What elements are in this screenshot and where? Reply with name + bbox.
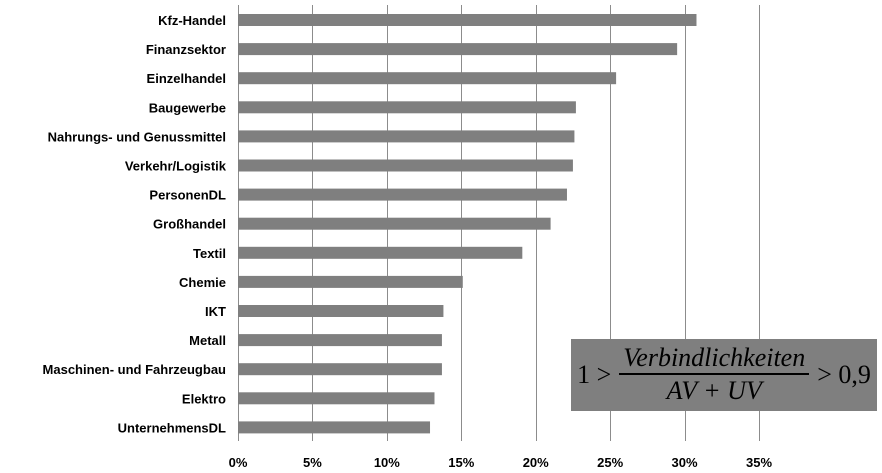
category-label: PersonenDL [149, 188, 226, 203]
formula-fraction: Verbindlichkeiten AV + UV [619, 343, 810, 407]
category-label: Metall [189, 333, 226, 348]
bar [238, 421, 431, 434]
bars [238, 14, 697, 434]
fraction-line [619, 373, 810, 375]
x-tick-label: 25% [597, 455, 623, 470]
category-label: Chemie [179, 275, 226, 290]
bar [238, 392, 435, 405]
bar [238, 275, 463, 288]
x-tick-label: 5% [303, 455, 322, 470]
formula-numerator: Verbindlichkeiten [623, 343, 806, 373]
category-label: Verkehr/Logistik [125, 159, 227, 174]
bar [238, 72, 617, 85]
bar [238, 101, 576, 114]
category-label: Finanzsektor [146, 42, 226, 57]
bar [238, 43, 678, 56]
x-tick-label: 0% [229, 455, 248, 470]
formula-denominator: AV + UV [666, 375, 762, 405]
bar [238, 159, 573, 172]
bar [238, 188, 567, 201]
category-label: Einzelhandel [147, 71, 226, 86]
category-labels: Kfz-Handel Finanzsektor Einzelhandel Baugew… [43, 13, 227, 435]
x-tick-label: 35% [746, 455, 772, 470]
category-label: Elektro [182, 391, 226, 406]
formula-lhs: 1 > [577, 360, 612, 389]
x-tick-label: 15% [448, 455, 474, 470]
bar [238, 363, 442, 376]
bar [238, 130, 575, 143]
bar [238, 217, 551, 230]
category-label: UnternehmensDL [118, 420, 226, 435]
category-label: Maschinen- und Fahrzeugbau [43, 362, 227, 377]
bar [238, 246, 523, 259]
category-label: Großhandel [153, 217, 226, 232]
x-tick-label: 30% [672, 455, 698, 470]
formula-annotation: 1 > Verbindlichkeiten AV + UV > 0,9 [571, 339, 877, 411]
bar [238, 334, 442, 347]
bar [238, 14, 697, 26]
x-axis-tick-labels: 0% 5% 10% 15% 20% 25% 30% 35% [229, 455, 773, 470]
category-label: Kfz-Handel [158, 13, 226, 28]
x-tick-label: 20% [523, 455, 549, 470]
category-label: IKT [205, 304, 226, 319]
x-tick-label: 10% [374, 455, 400, 470]
category-label: Textil [193, 246, 226, 261]
category-label: Nahrungs- und Genussmittel [48, 129, 226, 144]
formula-rhs: > 0,9 [817, 360, 871, 389]
bar [238, 305, 444, 317]
category-label: Baugewerbe [149, 100, 226, 115]
